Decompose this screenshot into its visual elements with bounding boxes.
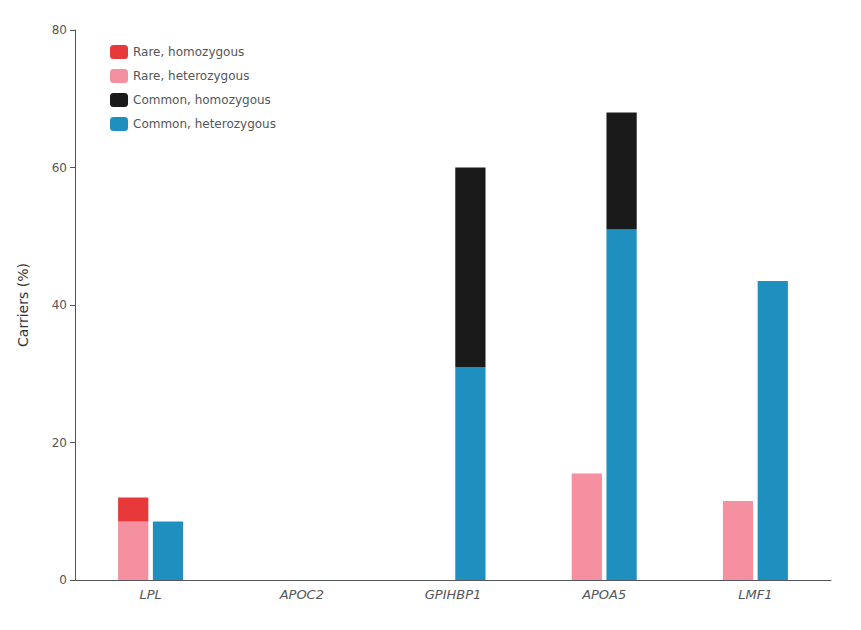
- svg-text:Rare, homozygous: Rare, homozygous: [133, 45, 244, 59]
- svg-text:APOC2: APOC2: [279, 587, 324, 602]
- svg-text:LMF1: LMF1: [738, 587, 772, 602]
- svg-text:40: 40: [52, 298, 67, 312]
- svg-text:0: 0: [59, 573, 67, 587]
- svg-text:APOA5: APOA5: [581, 587, 626, 602]
- svg-text:Common, heterozygous: Common, heterozygous: [133, 117, 276, 131]
- svg-text:20: 20: [52, 436, 67, 450]
- svg-text:LPL: LPL: [139, 587, 161, 602]
- svg-text:Carriers (%): Carriers (%): [15, 263, 31, 347]
- svg-text:80: 80: [52, 23, 67, 37]
- svg-text:Rare, heterozygous: Rare, heterozygous: [133, 69, 249, 83]
- svg-text:Common, homozygous: Common, homozygous: [133, 93, 271, 107]
- svg-text:GPIHBP1: GPIHBP1: [425, 587, 482, 602]
- svg-text:60: 60: [52, 161, 67, 175]
